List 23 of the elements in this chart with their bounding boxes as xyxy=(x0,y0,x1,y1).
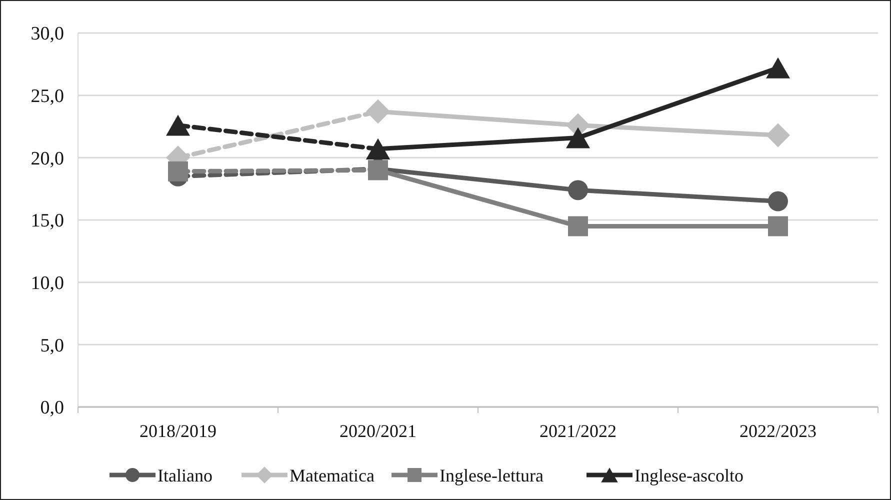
point xyxy=(568,180,588,200)
y-tick-label: 15,0 xyxy=(30,210,64,232)
point xyxy=(766,57,790,78)
point xyxy=(768,216,788,236)
legend-label: Inglese-lettura xyxy=(440,465,544,486)
legend-label: Italiano xyxy=(158,465,212,486)
legend-label: Matematica xyxy=(290,465,374,486)
x-tick-label: 2018/2019 xyxy=(139,421,217,441)
point xyxy=(568,216,588,236)
x-tick-label: 2020/2021 xyxy=(339,421,417,441)
x-tick-label: 2022/2023 xyxy=(739,421,817,441)
legend-label: Inglese-ascolto xyxy=(634,465,744,486)
y-tick-label: 0,0 xyxy=(40,398,64,419)
point xyxy=(766,123,790,148)
point xyxy=(168,161,188,182)
point xyxy=(768,191,788,212)
x-tick-label: 2021/2022 xyxy=(539,421,617,441)
y-tick-label: 5,0 xyxy=(40,335,64,356)
y-tick-label: 10,0 xyxy=(30,272,64,294)
y-tick-label: 20,0 xyxy=(30,148,64,170)
y-tick-label: 30,0 xyxy=(30,24,64,45)
y-tick-label: 25,0 xyxy=(30,86,64,107)
point xyxy=(566,127,590,148)
